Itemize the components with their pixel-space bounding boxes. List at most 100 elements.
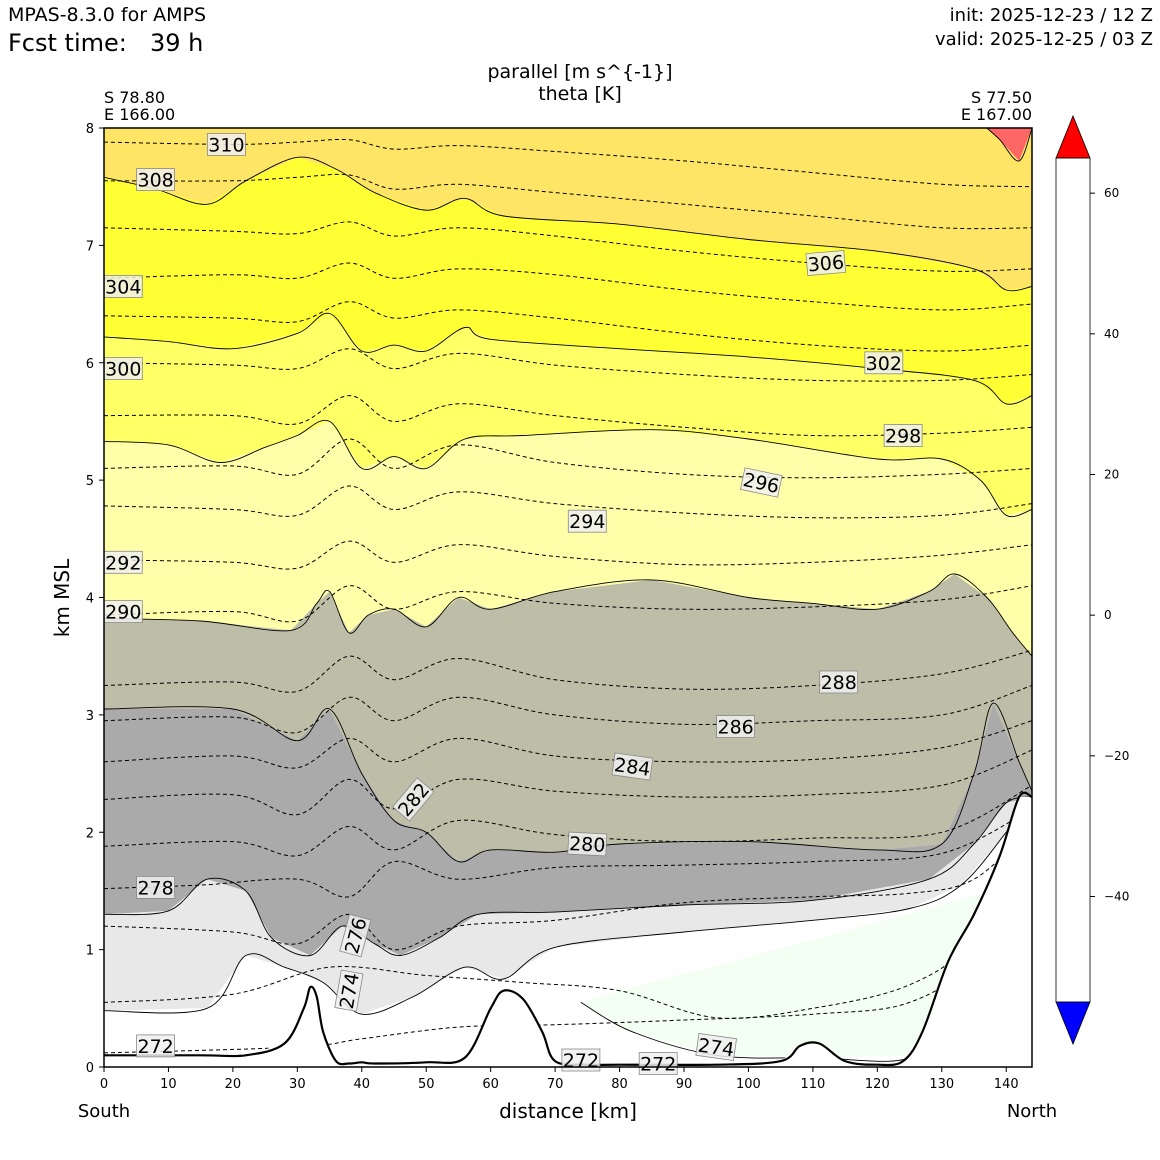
- theta-label-box: [136, 168, 176, 192]
- theta-contour-282: [104, 749, 1032, 816]
- colorbar-tick-label--40: −40: [1104, 890, 1129, 904]
- theta-contour-278: [104, 808, 1032, 898]
- colorbar-frame: [1055, 157, 1091, 1003]
- colorbar-tick-label-0: 0: [1104, 608, 1112, 622]
- theta-label-box: [638, 1052, 678, 1075]
- theta-contour-306: [104, 221, 1032, 272]
- x-tick-label-60: 60: [482, 1077, 499, 1092]
- theta-label-box: [611, 752, 654, 781]
- theta-label-284: 284: [611, 752, 654, 781]
- theta-contour-280: [104, 784, 1032, 857]
- theta-label-box: [567, 509, 607, 533]
- right-endpoint-lat: S 77.50: [971, 88, 1032, 107]
- y-tick-label-8: 8: [86, 122, 94, 137]
- colorbar-tick-label-20: 20: [1104, 468, 1119, 482]
- x-axis: 0 10 20 30 40 50 60 70 80 90 100 110 120 130 140: [100, 1067, 1019, 1092]
- x-tick-label-100: 100: [736, 1077, 761, 1092]
- theta-label-box: [805, 249, 847, 277]
- theta-label-text: 272: [137, 1036, 173, 1058]
- theta-label-layer: 310 308 306 304 302 300 298 296 294 292 290 288 286 2…: [103, 132, 923, 1076]
- theta-label-310: 310: [206, 132, 246, 156]
- colorbar-tick-label-40: 40: [1104, 327, 1119, 341]
- theta-label-272: 272: [136, 1034, 176, 1058]
- theta-label-text: 290: [105, 602, 141, 624]
- theta-label-box: [716, 715, 755, 738]
- wind-contour-band-ge-45-corner: [986, 128, 1032, 162]
- wind-contour-band-35-45: [104, 312, 1032, 405]
- theta-contour-layer: [104, 138, 1032, 1054]
- wind-band-10-15: [104, 797, 1032, 1015]
- x-tick-label-20: 20: [225, 1077, 242, 1092]
- theta-label-text: 300: [105, 359, 141, 381]
- theta-label-306: 306: [805, 249, 847, 277]
- theta-label-box: [739, 467, 783, 498]
- fcst-time-label: Fcst time:: [8, 29, 127, 57]
- wind-band-ge-45: [104, 128, 1032, 290]
- theta-contour-308: [104, 173, 1032, 230]
- theta-label-278: 278: [136, 876, 176, 899]
- theta-label-294: 294: [567, 509, 607, 533]
- theta-label-text: 306: [807, 251, 845, 276]
- wind-contour-band-25-30: [104, 573, 1032, 657]
- wind-contour-band-ge-45: [104, 156, 1032, 292]
- theta-label-280: 280: [567, 831, 608, 857]
- theta-label-text: 292: [105, 552, 141, 574]
- y-tick-label-4: 4: [86, 592, 94, 607]
- theta-label-272: 272: [638, 1052, 678, 1076]
- theta-contour-298: [104, 395, 1032, 437]
- theta-label-text: 302: [866, 353, 902, 375]
- theta-contour-292: [104, 540, 1032, 570]
- theta-label-box: [864, 351, 904, 375]
- colorbar-tick-label-60: 60: [1104, 186, 1119, 200]
- theta-label-box: [561, 1048, 601, 1072]
- x-axis-label: distance [km]: [499, 1099, 637, 1123]
- north-label: North: [1007, 1101, 1057, 1122]
- x-tick-label-70: 70: [547, 1077, 564, 1092]
- x-tick-label-140: 140: [994, 1077, 1019, 1092]
- wind-band-20-25: [104, 574, 1032, 862]
- wind-contour-band-15-20: [104, 796, 1032, 957]
- theta-label-274: 274: [695, 1033, 737, 1061]
- colorbar-under-triangle: [1055, 1001, 1091, 1046]
- chart-title-line2: theta [K]: [538, 83, 622, 105]
- theta-contour-290: [104, 585, 1032, 623]
- theta-label-290: 290: [103, 600, 143, 624]
- x-tick-label-120: 120: [865, 1077, 890, 1092]
- right-endpoint-lon: E 167.00: [961, 105, 1032, 124]
- x-tick-label-30: 30: [289, 1077, 306, 1092]
- theta-label-302: 302: [864, 351, 904, 375]
- theta-contour-302: [104, 301, 1032, 352]
- x-tick-label-40: 40: [354, 1077, 371, 1092]
- theta-label-box: [136, 876, 176, 899]
- wind-band-neg-5-0: [580, 890, 994, 1058]
- theta-label-text: 298: [885, 426, 921, 448]
- theta-label-text: 284: [613, 754, 652, 781]
- south-label: South: [78, 1101, 130, 1122]
- terrain-fill: [104, 797, 1032, 1067]
- wind-contour-band-20-25: [104, 702, 1032, 863]
- theta-label-text: 280: [569, 833, 606, 857]
- y-tick-label-3: 3: [86, 709, 94, 724]
- theta-contour-288: [104, 649, 1032, 693]
- theta-label-box: [883, 424, 923, 447]
- theta-contour-286: [104, 685, 1032, 734]
- x-tick-label-130: 130: [929, 1077, 954, 1092]
- theta-label-box: [567, 831, 608, 857]
- wind-fill-layer: [104, 128, 1032, 1067]
- theta-label-298: 298: [883, 424, 923, 448]
- theta-label-286: 286: [716, 715, 755, 739]
- theta-label-text: 308: [137, 170, 173, 192]
- wind-band-25-30: [104, 421, 1032, 657]
- x-tick-label-50: 50: [418, 1077, 435, 1092]
- theta-label-text: 294: [569, 511, 605, 533]
- y-axis-label: km MSL: [50, 558, 74, 637]
- init-time: init: 2025-12-23 / 12 Z: [949, 5, 1153, 26]
- theta-contour-284: [104, 720, 1032, 769]
- theta-label-box: [695, 1033, 737, 1061]
- colorbar-tick-label--20: −20: [1104, 749, 1129, 763]
- theta-label-text: 304: [105, 277, 141, 299]
- theta-contour-300: [104, 348, 1032, 382]
- theta-label-292: 292: [103, 550, 143, 574]
- colorbar-over-triangle: [1055, 114, 1091, 159]
